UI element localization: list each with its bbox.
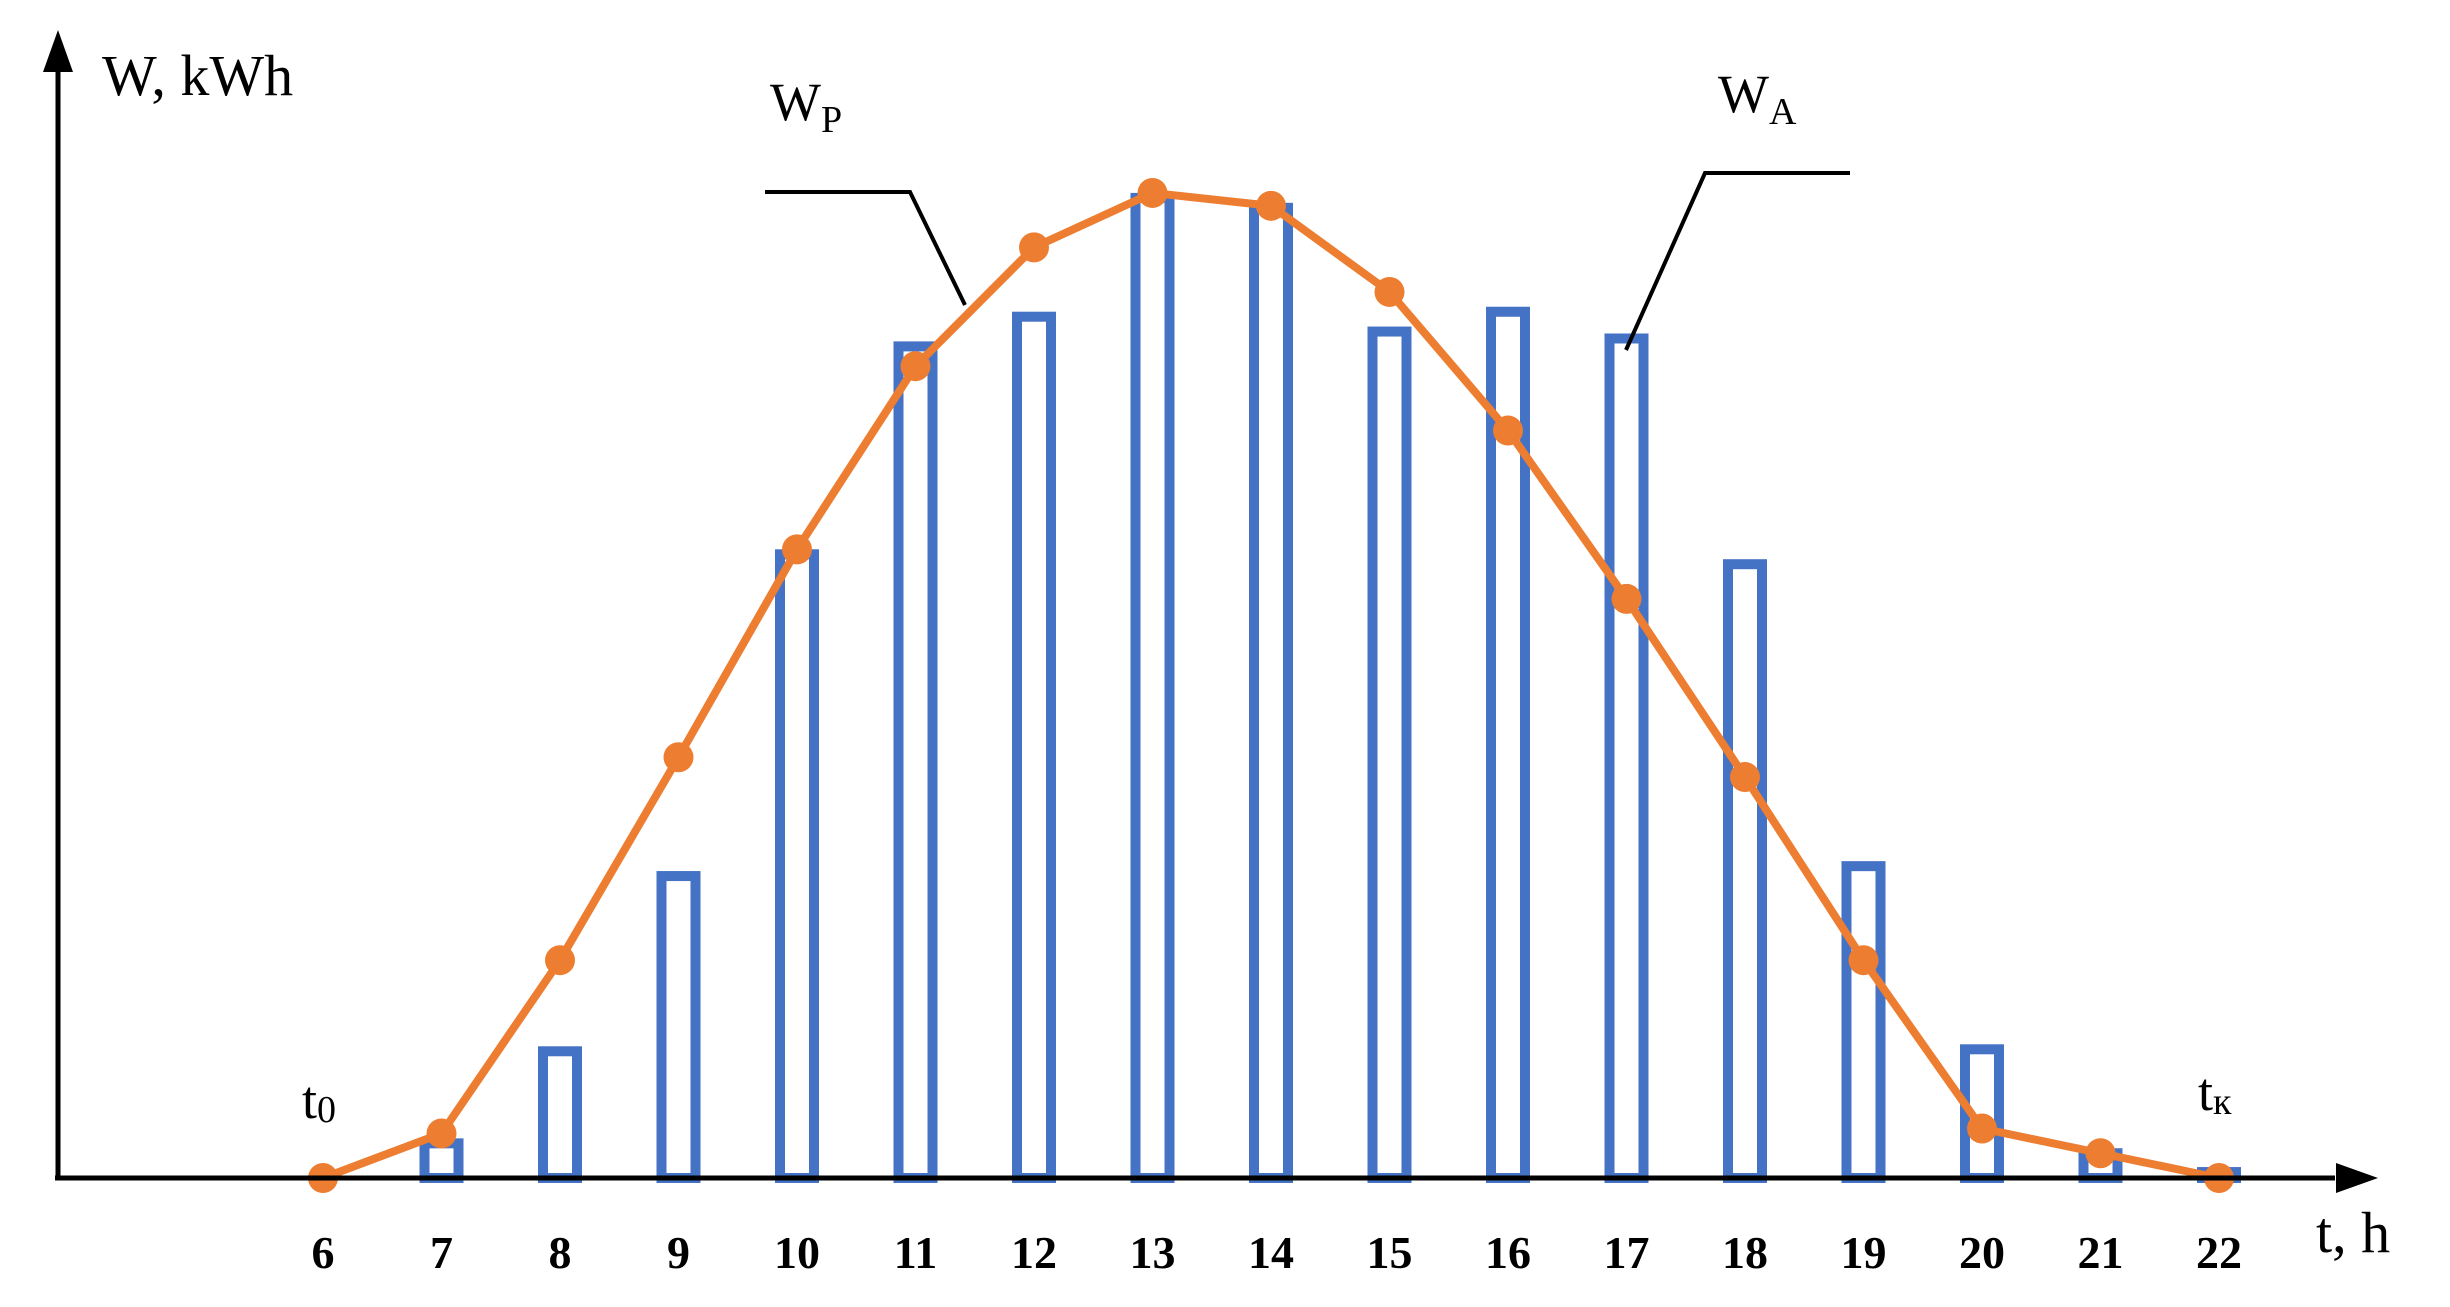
wa-bar-15 [1367,326,1412,1183]
x-axis-arrow [2336,1163,2378,1193]
t-start-sub: 0 [317,1089,336,1131]
wp-point-12 [1019,232,1049,263]
wp-point-14 [1256,190,1286,221]
t-start-main: t [302,1070,317,1130]
wp-point-7 [426,1118,457,1149]
wa-bar-18 [1723,559,1767,1183]
wa-bar-9 [656,871,701,1183]
wp-point-19 [1848,945,1879,976]
x-tick-label-20: 20 [1959,1227,2005,1278]
x-tick-label-13: 13 [1130,1227,1176,1278]
wp-point-10 [782,534,812,565]
x-tick-label-11: 11 [894,1227,937,1278]
wa-bar-12 [1012,311,1056,1183]
x-axis-label: t, h [2316,1200,2390,1265]
wa-bar-11 [893,341,938,1183]
wa-bar-7 [419,1138,464,1183]
x-tick-label-16: 16 [1485,1227,1531,1278]
wp-point-16 [1493,415,1523,446]
wa-bar-10 [775,549,819,1183]
wa-leader-line [1624,171,1850,351]
wa-label-main: W [1718,64,1769,124]
wa-bar-19 [1841,861,1886,1184]
wa-bars [419,192,2241,1184]
x-tick-labels: 6 7 8 9 10 11 12 13 14 15 16 17 18 19 20 21 22 [312,1227,2243,1278]
t-end-label: tк [2198,1062,2232,1123]
t-end-main: t [2198,1062,2213,1122]
x-tick-label-8: 8 [549,1227,572,1278]
x-tick-label-14: 14 [1248,1227,1294,1278]
wa-label: WA [1718,64,1797,133]
x-tick-label-17: 17 [1604,1227,1650,1278]
wp-point-17 [1611,583,1642,614]
x-tick-label-22: 22 [2196,1227,2242,1278]
wa-bar-14 [1249,202,1293,1184]
t-end-sub: к [2213,1081,2232,1123]
wp-point-20 [1967,1113,1997,1144]
y-axis-label: W, kWh [102,43,293,108]
wp-label: WP [770,72,842,141]
x-tick-label-12: 12 [1011,1227,1057,1278]
wp-point-11 [900,351,931,382]
y-axis-arrow [43,30,73,72]
wp-point-13 [1137,177,1168,208]
x-tick-label-9: 9 [667,1227,690,1278]
x-tick-label-19: 19 [1841,1227,1887,1278]
x-tick-label-6: 6 [312,1227,335,1278]
wp-point-8 [545,945,575,976]
wa-bar-8 [538,1046,582,1184]
wa-bar-17 [1604,333,1649,1184]
wp-label-sub: P [821,99,842,141]
wa-bar-13 [1130,192,1175,1183]
wp-point-18 [1730,762,1760,793]
wp-label-main: W [770,72,821,132]
x-tick-label-7: 7 [430,1227,453,1278]
wp-leader-line [765,190,967,306]
wa-label-sub: A [1769,91,1797,133]
wp-point-9 [663,742,694,773]
x-tick-label-18: 18 [1722,1227,1768,1278]
wp-line-series [308,177,2234,1193]
x-tick-label-10: 10 [774,1227,820,1278]
x-tick-label-15: 15 [1367,1227,1413,1278]
t-start-label: t0 [302,1070,336,1131]
wp-point-15 [1374,276,1405,307]
x-tick-label-21: 21 [2078,1227,2124,1278]
wp-point-21 [2085,1138,2116,1169]
